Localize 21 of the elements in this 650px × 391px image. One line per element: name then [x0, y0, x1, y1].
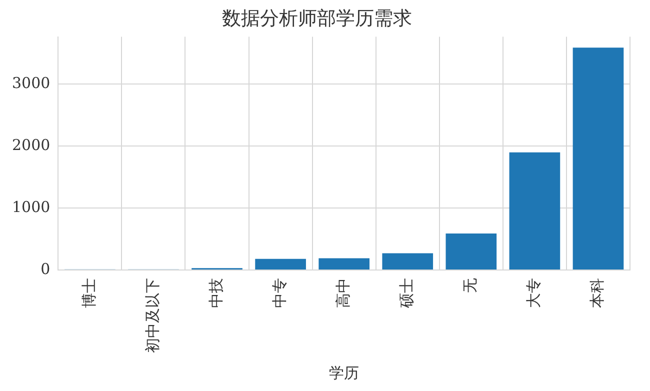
x-tick-label: 无 — [461, 278, 480, 293]
x-tick-label: 本科 — [588, 278, 606, 308]
bar — [446, 233, 497, 270]
y-tick-label: 1000 — [12, 198, 50, 216]
x-tick-label: 中技 — [206, 278, 225, 308]
bar — [255, 258, 306, 270]
x-tick-label: 中专 — [270, 278, 288, 308]
y-tick-label: 0 — [40, 260, 50, 278]
x-tick-label: 硕士 — [398, 278, 416, 309]
x-tick-label: 初中及以下 — [143, 278, 162, 353]
bar — [509, 152, 560, 270]
y-tick-label: 3000 — [12, 74, 50, 92]
y-tick-label: 2000 — [12, 136, 50, 154]
chart-title: 数据分析师部学历需求 — [222, 7, 412, 30]
bar — [572, 48, 624, 270]
x-tick-label: 大专 — [524, 278, 543, 308]
bar — [318, 258, 370, 270]
bar — [382, 253, 434, 270]
x-tick-label: 博士 — [80, 278, 98, 308]
x-tick-label: 高中 — [334, 278, 352, 308]
x-axis-title: 学历 — [329, 364, 360, 382]
